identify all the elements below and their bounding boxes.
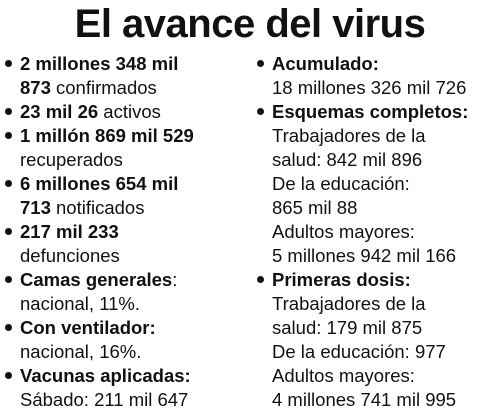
primeras-line: Trabajadores de la (272, 293, 426, 314)
vacunas-value: Sábado: 211 mil 647 (20, 389, 189, 410)
activos-label: activos (98, 101, 161, 122)
list-item-notificados: 6 millones 654 mil 713 notificados (2, 172, 250, 220)
list-item-esquemas: Esquemas completos: Trabajadores de la s… (254, 100, 500, 268)
primeras-line: 4 millones 741 mil 995 (272, 389, 457, 410)
list-item-camas: Camas generales: nacional, 11%. (2, 268, 250, 316)
vacunas-heading: Vacunas aplicadas: (20, 365, 191, 386)
bullet-icon (5, 228, 12, 235)
list-item-acumulado: Acumulado: 18 millones 326 mil 726 (254, 52, 500, 100)
esquemas-heading: Esquemas completos: (272, 101, 469, 122)
activos-value: 23 mil 26 (20, 101, 99, 122)
left-column: 2 millones 348 mil 873 confirmados 23 mi… (2, 52, 250, 412)
esquemas-line: 5 millones 942 mil 166 (272, 245, 457, 266)
bullet-icon (5, 276, 12, 283)
ventilador-value: nacional, 16%. (20, 341, 142, 362)
primeras-heading: Primeras dosis: (272, 269, 411, 290)
camas-colon: : (172, 269, 178, 290)
esquemas-line: Trabajadores de la (272, 125, 426, 146)
bullet-icon (5, 132, 12, 139)
esquemas-line: Adultos mayores: (272, 221, 415, 242)
confirmados-value-line1: 2 millones 348 mil (20, 53, 179, 74)
esquemas-line: De la educación: (272, 173, 410, 194)
ventilador-heading: Con ventilador: (20, 317, 156, 338)
list-item-primeras: Primeras dosis: Trabajadores de la salud… (254, 268, 500, 412)
esquemas-line: 865 mil 88 (272, 197, 358, 218)
bullet-icon (257, 60, 264, 67)
confirmados-label: confirmados (50, 77, 157, 98)
acumulado-heading: Acumulado: (272, 53, 379, 74)
bullet-icon (5, 324, 12, 331)
defunciones-value: 217 mil 233 (20, 221, 119, 242)
esquemas-line: salud: 842 mil 896 (272, 149, 423, 170)
notificados-value-line2: 713 (20, 197, 51, 218)
bullet-icon (5, 180, 12, 187)
defunciones-label: defunciones (20, 245, 120, 266)
primeras-line: Adultos mayores: (272, 365, 415, 386)
primeras-line: De la educación: 977 (272, 341, 446, 362)
notificados-label: notificados (50, 197, 145, 218)
bullet-icon (257, 108, 264, 115)
recuperados-label: recuperados (20, 149, 123, 170)
page-title: El avance del virus (74, 2, 426, 46)
list-item-recuperados: 1 millón 869 mil 529 recuperados (2, 124, 250, 172)
recuperados-value: 1 millón 869 mil 529 (20, 125, 194, 146)
right-column: Acumulado: 18 millones 326 mil 726 Esque… (254, 52, 500, 412)
bullet-icon (5, 108, 12, 115)
bullet-icon (257, 276, 264, 283)
list-item-vacunas: Vacunas aplicadas: Sábado: 211 mil 647 (2, 364, 250, 412)
list-item-confirmados: 2 millones 348 mil 873 confirmados (2, 52, 250, 100)
list-item-activos: 23 mil 26 activos (2, 100, 250, 124)
camas-heading: Camas generales (20, 269, 173, 290)
primeras-line: salud: 179 mil 875 (272, 317, 423, 338)
notificados-value-line1: 6 millones 654 mil (20, 173, 179, 194)
list-item-defunciones: 217 mil 233 defunciones (2, 220, 250, 268)
acumulado-value: 18 millones 326 mil 726 (272, 77, 467, 98)
list-item-ventilador: Con ventilador: nacional, 16%. (2, 316, 250, 364)
camas-value: nacional, 11%. (20, 293, 140, 314)
bullet-icon (5, 372, 12, 379)
bullet-icon (5, 60, 12, 67)
confirmados-value-line2: 873 (20, 77, 51, 98)
